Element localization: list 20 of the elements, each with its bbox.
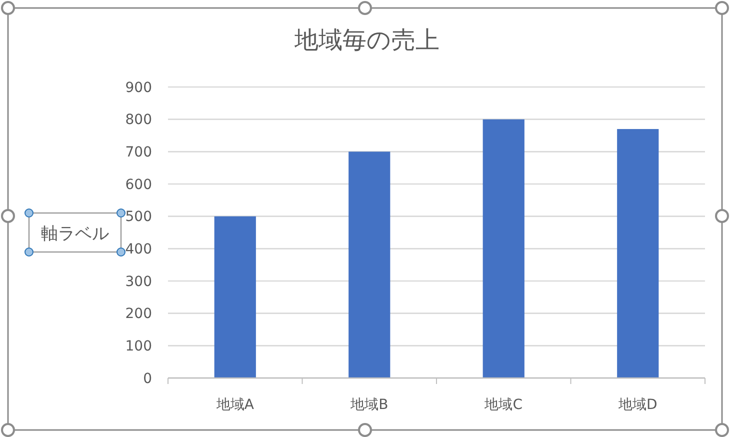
bar <box>214 216 256 378</box>
y-tick-label: 0 <box>143 370 152 387</box>
y-tick-label: 700 <box>125 144 152 161</box>
y-tick-label: 500 <box>125 209 152 226</box>
bar <box>482 119 524 378</box>
y-tick-label: 800 <box>125 112 152 128</box>
y-tick-label: 200 <box>125 306 152 322</box>
x-tick-label: 地域B <box>350 397 388 413</box>
chart-title: 地域毎の売上 <box>294 26 440 54</box>
y-tick-label: 300 <box>125 274 152 290</box>
x-tick-label: 地域D <box>617 397 658 413</box>
y-tick-label: 100 <box>125 338 152 355</box>
y-tick-label: 600 <box>125 176 152 193</box>
bar <box>617 129 659 378</box>
bar <box>348 152 390 378</box>
y-tick-label: 400 <box>125 242 152 258</box>
y-tick-label: 900 <box>125 80 152 96</box>
y-axis-title: 軸ラベル <box>41 224 109 244</box>
x-tick-label: 地域A <box>215 397 254 413</box>
x-tick-label: 地域C <box>484 397 523 413</box>
